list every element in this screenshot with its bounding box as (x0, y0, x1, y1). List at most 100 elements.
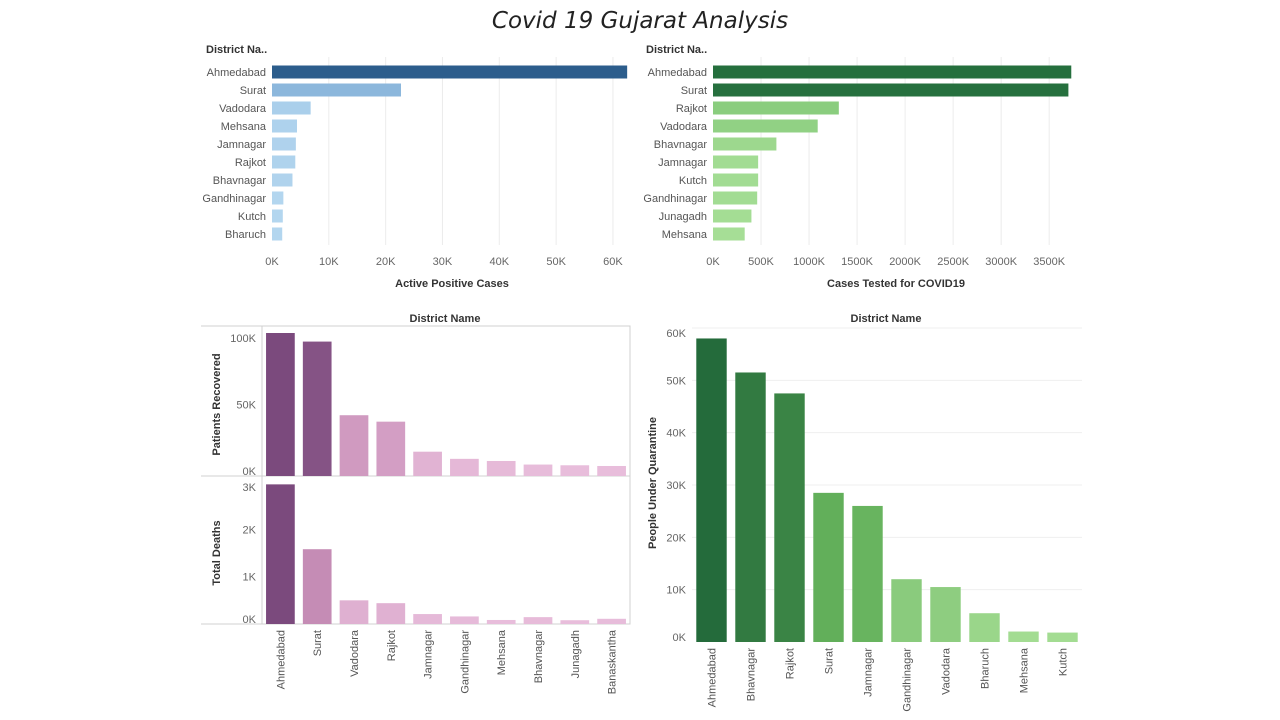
chart2-bar (713, 155, 759, 169)
chart4-bar (1047, 632, 1078, 642)
chart3-panel2-bar (597, 618, 626, 624)
chart1-x-axis-title: Active Positive Cases (395, 278, 509, 290)
chart3-panel1-bar (413, 451, 442, 476)
chart3-panel2-category-label: Mehsana (496, 629, 508, 675)
chart1-x-tick-label: 0K (265, 256, 279, 268)
chart3-panel2-bar (486, 619, 516, 624)
chart3-panel1-bar (302, 341, 332, 476)
chart4-bar (1008, 631, 1039, 642)
chart2-bar (713, 83, 1069, 97)
chart3-panel2-bar (376, 603, 406, 624)
chart4-y-tick-label: 60K (666, 328, 686, 340)
chart4-category-label: Mehsana (1019, 647, 1031, 693)
chart4-category-label: Surat (824, 648, 836, 674)
chart2-category-label: Jamnagar (658, 157, 707, 169)
chart3-panel1-bar (376, 421, 406, 476)
chart1-category-label: Rajkot (235, 157, 266, 169)
chart4-bar (774, 393, 805, 642)
chart1-bar (272, 119, 298, 133)
chart1-x-tick-label: 50K (546, 256, 566, 268)
chart1-category-label: Jamnagar (217, 139, 266, 151)
chart2-category-label: Kutch (679, 175, 707, 187)
chart3-panel1-y-tick-label: 100K (230, 333, 256, 345)
chart2-category-label: Surat (681, 85, 707, 97)
chart1-bar (272, 209, 283, 223)
chart2-category-label: Bhavnagar (654, 139, 708, 151)
chart3-panel1-bar (560, 465, 590, 476)
chart1-category-label: Mehsana (221, 121, 267, 133)
chart3-panel2-y-tick-label: 3K (243, 482, 257, 494)
chart2-x-tick-label: 1000K (793, 256, 825, 268)
chart2-bar (713, 173, 759, 187)
chart4-category-label: Vadodara (941, 647, 953, 695)
chart3-panel1-bar (339, 415, 369, 476)
chart4-y-tick-label: 0K (673, 632, 687, 644)
chart3-panel2-category-label: Surat (312, 630, 324, 656)
chart3-panel1-bar (450, 458, 479, 476)
dashboard-title: Covid 19 Gujarat Analysis (491, 8, 789, 34)
chart1-category-label: Ahmedabad (207, 67, 266, 79)
chart1-bar (272, 101, 311, 115)
chart2-category-label: Mehsana (662, 229, 708, 241)
chart1-category-label: Bhavnagar (213, 175, 267, 187)
chart4-bar (735, 372, 766, 642)
chart4-category-label: Kutch (1058, 648, 1070, 676)
chart4-y-tick-label: 10K (666, 585, 686, 597)
chart1-category-label: Bharuch (225, 229, 266, 241)
chart3-panel2-category-label: Gandhinagar (459, 630, 471, 694)
chart3-panel2-category-label: Vadodara (349, 629, 361, 677)
chart4-category-label: Rajkot (785, 648, 797, 679)
chart1-bar (272, 173, 293, 187)
chart3-panel1-bar (523, 464, 553, 476)
chart1-x-tick-label: 20K (376, 256, 396, 268)
chart3-panel1-y-tick-label: 0K (243, 466, 257, 478)
chart1-category-label: Vadodara (219, 103, 267, 115)
chart4-category-label: Jamnagar (863, 648, 875, 697)
chart2-category-label: Ahmedabad (648, 67, 707, 79)
chart4-bar (891, 579, 922, 642)
chart4-y-tick-label: 20K (666, 532, 686, 544)
chart1-category-label: Gandhinagar (202, 193, 266, 205)
chart1-bar (272, 137, 296, 151)
chart1-category-label: Surat (240, 85, 266, 97)
chart1-x-tick-label: 40K (490, 256, 510, 268)
chart1-bar (272, 65, 628, 79)
chart4-bar (852, 505, 883, 642)
chart2-bar (713, 137, 777, 151)
chart3-panel1-y-axis-title: Patients Recovered (211, 353, 223, 455)
chart1-category-label: Kutch (238, 211, 266, 223)
chart1-bar (272, 83, 401, 97)
chart3-panel2-category-label: Junagadh (570, 630, 582, 678)
chart2-x-tick-label: 1500K (841, 256, 873, 268)
chart1-bar (272, 227, 283, 241)
chart3-column-header: District Name (410, 313, 481, 325)
chart4-category-label: Gandhinagar (902, 648, 914, 712)
chart3-panel2-bar (413, 614, 442, 624)
chart3-frame (261, 325, 631, 625)
chart3-panel1-bar (486, 460, 516, 476)
chart4-y-axis-title: People Under Quarantine (647, 417, 659, 549)
chart3-panel2-category-label: Rajkot (386, 630, 398, 661)
chart2-bar (713, 191, 758, 205)
chart2-x-tick-label: 0K (706, 256, 720, 268)
chart3-panel2-bar (523, 617, 553, 624)
chart2-bar (713, 119, 818, 133)
chart3-panel2-bar (339, 600, 369, 624)
chart4-column-header: District Name (851, 313, 922, 325)
chart1-bar (272, 155, 296, 169)
chart2-x-tick-label: 3000K (985, 256, 1017, 268)
chart3-panel2-category-label: Ahmedabad (275, 630, 287, 689)
chart3-panel2-y-tick-label: 0K (243, 614, 257, 626)
chart4-bar (930, 587, 961, 642)
chart3-panel1-y-tick-label: 50K (236, 400, 256, 412)
chart2-category-label: Rajkot (676, 103, 707, 115)
chart2-category-label: Vadodara (660, 121, 708, 133)
chart2-bar (713, 65, 1072, 79)
chart3-panel2-category-label: Banaskantha (607, 629, 619, 694)
chart3-panel2-bar (266, 484, 295, 624)
chart1-x-tick-label: 10K (319, 256, 339, 268)
chart4-y-tick-label: 30K (666, 480, 686, 492)
chart4-bar (696, 338, 727, 642)
